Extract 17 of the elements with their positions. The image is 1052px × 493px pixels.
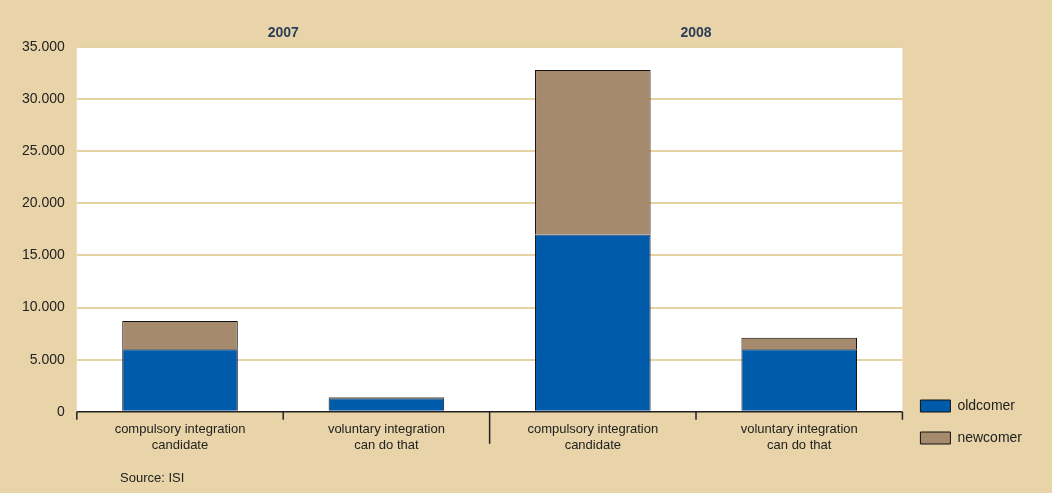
- y-tick-label: 30.000: [21, 89, 66, 106]
- y-tick-label: 25.000: [21, 142, 66, 159]
- text: 2007: [267, 23, 299, 40]
- y-tick-label: 35.000: [21, 37, 66, 54]
- text: 2008: [680, 23, 712, 40]
- x-tick-label: compulsory integration candidate: [114, 421, 246, 452]
- x-tick-label: compulsory integration candidate: [527, 421, 659, 452]
- x-tick-label: voluntary integration can do that: [740, 421, 858, 452]
- y-tick-label: 15.000: [21, 246, 66, 263]
- y-tick-label: 5.000: [29, 350, 66, 367]
- legend-label: oldcomer: [957, 396, 1016, 413]
- y-tick-label: 0: [57, 402, 66, 419]
- legend-label: newcomer: [957, 428, 1023, 445]
- x-tick-label: voluntary integration can do that: [327, 421, 445, 452]
- source-note: Source: ISI: [120, 469, 185, 485]
- y-tick-label: 20.000: [21, 194, 66, 211]
- y-tick-label: 10.000: [21, 298, 66, 315]
